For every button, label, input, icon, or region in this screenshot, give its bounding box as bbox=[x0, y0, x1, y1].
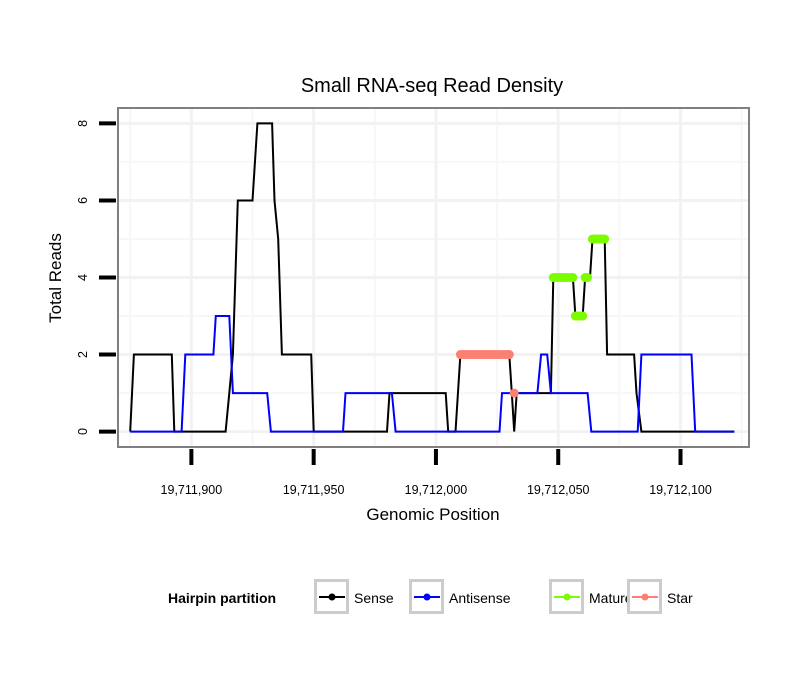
legend-key-point bbox=[641, 593, 649, 601]
data-point-mature bbox=[578, 311, 588, 321]
y-axis: 0 2 4 6 8 bbox=[76, 120, 116, 435]
series-antisense bbox=[130, 315, 735, 433]
y-axis-title: Total Reads bbox=[46, 233, 65, 323]
y-tick-label: 8 bbox=[76, 120, 90, 127]
legend-key-point bbox=[563, 593, 571, 601]
x-tick-label: 19,712,000 bbox=[405, 483, 468, 497]
y-tick-label: 0 bbox=[76, 428, 90, 435]
x-axis: 19,711,900 19,711,950 19,712,000 19,712,050… bbox=[161, 449, 712, 497]
legend-item-antisense: Antisense bbox=[409, 579, 511, 614]
y-tick-label: 4 bbox=[76, 274, 90, 281]
x-tick-label: 19,712,100 bbox=[649, 483, 712, 497]
data-point-mature bbox=[568, 273, 578, 282]
legend-label: Sense bbox=[354, 590, 394, 606]
x-axis-title: Genomic Position bbox=[366, 505, 499, 524]
data-point-mature bbox=[583, 273, 593, 282]
x-tick-label: 19,711,950 bbox=[283, 483, 345, 497]
legend-item-mature: Mature bbox=[549, 579, 633, 614]
grid bbox=[119, 109, 748, 446]
y-tick-label: 2 bbox=[76, 351, 90, 358]
legend-item-star: Star bbox=[627, 579, 693, 614]
x-tick-label: 19,711,900 bbox=[161, 483, 223, 497]
legend: Hairpin partition Sense Antisense Mature St… bbox=[168, 579, 693, 614]
legend-key-point bbox=[328, 593, 336, 601]
series-line-antisense bbox=[130, 315, 735, 433]
legend-label: Antisense bbox=[449, 590, 511, 606]
chart-title: Small RNA-seq Read Density bbox=[301, 75, 563, 97]
series-mature bbox=[548, 234, 610, 321]
x-tick-label: 19,712,050 bbox=[527, 483, 590, 497]
legend-key-point bbox=[423, 593, 431, 601]
y-tick-label: 6 bbox=[76, 197, 90, 204]
series-star bbox=[455, 350, 519, 398]
data-point-star bbox=[509, 388, 519, 398]
legend-title: Hairpin partition bbox=[168, 590, 276, 606]
data-point-mature bbox=[600, 234, 610, 244]
legend-item-sense: Sense bbox=[314, 579, 394, 614]
legend-label: Star bbox=[667, 590, 693, 606]
legend-label: Mature bbox=[589, 590, 633, 606]
data-point-star bbox=[504, 350, 514, 360]
series-layer bbox=[129, 122, 735, 433]
